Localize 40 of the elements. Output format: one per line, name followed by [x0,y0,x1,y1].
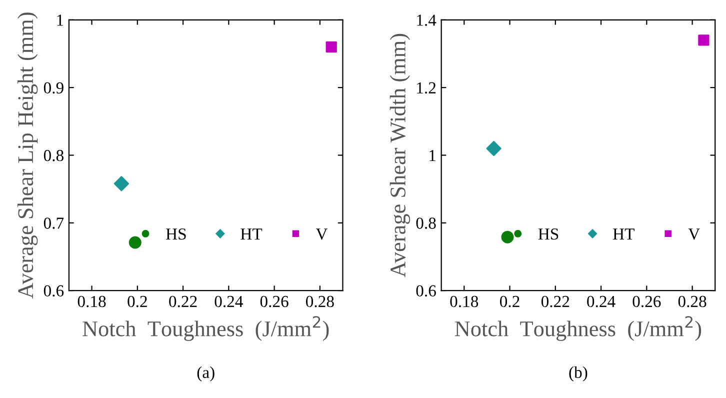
legend-label: V [316,228,328,240]
x-tick-label: 0.24 [214,296,244,308]
x-tick-label: 0.28 [306,296,334,308]
y-tick-label: 0.6 [416,285,436,297]
x-tick-label: 0.18 [450,296,478,308]
point [326,41,337,53]
x-axis-title: Notch Toughness (J/mm$^{2}$) [82,316,329,341]
legend-label: HT [240,228,262,240]
y-tick-label: 1.2 [417,82,436,94]
x-tick-label: 0.22 [169,296,197,308]
point [698,34,710,46]
y-axis-title: Average Shear Width (mm) [390,34,410,278]
point [114,176,130,192]
x-tick-label: 0.2 [128,296,147,308]
x-tick-label: 0.26 [632,296,661,308]
x-tick-label: 0.2 [500,296,520,308]
x-tick-label: 0.22 [541,296,570,308]
legend-label: HT [613,228,634,240]
y-tick-label: 1 [57,14,64,26]
point [501,230,514,244]
text: (a) [197,366,214,382]
y-axis-title: Average Shear Lip Height (mm) [18,12,38,299]
point [486,140,502,156]
y-tick-label: 1 [430,150,436,162]
y-tick-label: 0.8 [416,218,436,229]
legend-label: V [688,228,700,240]
x-tick-label: 0.26 [260,296,288,308]
y-tick-label: 0.7 [44,218,64,229]
legend-label: HS [538,228,558,240]
y-tick-label: 1.4 [417,14,436,26]
legend-label: HS [166,228,186,240]
x-tick-label: 0.24 [587,296,616,308]
x-axis-title: Notch Toughness (J/mm$^{2}$) [454,316,702,341]
x-tick-label: 0.28 [678,296,706,308]
y-tick-label: 0.6 [44,285,64,297]
y-tick-label: 0.8 [44,150,64,162]
point [128,236,142,249]
x-tick-label: 0.18 [78,296,106,308]
text: (b) [569,366,588,382]
y-tick-label: 0.9 [44,82,64,94]
